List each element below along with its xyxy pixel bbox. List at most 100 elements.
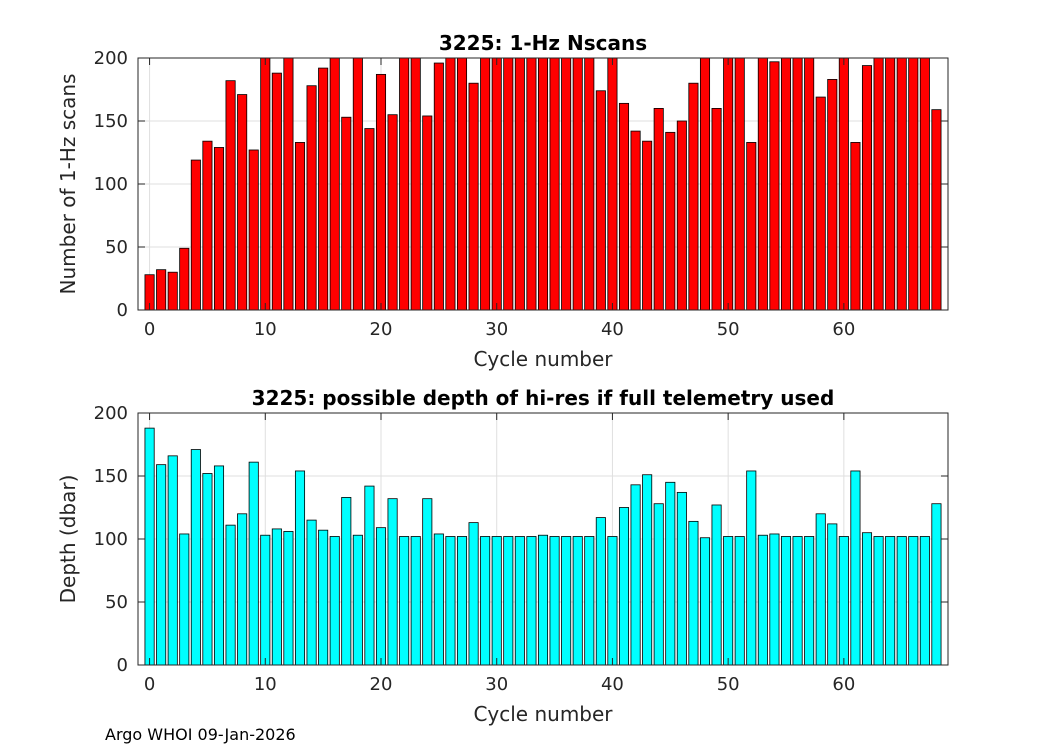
y-axis-label: Number of 1-Hz scans [56,74,80,295]
bar-cycle-45 [665,131,676,311]
bar-cycle-51 [734,536,745,666]
bar-cycle-10 [260,534,271,666]
bar-cycle-25 [433,62,444,311]
bar-cycle-43 [642,140,653,311]
bar-cycle-57 [804,57,815,311]
bar-cycle-40 [607,57,618,311]
bar-cycle-7 [225,524,236,666]
bar-cycle-54 [769,61,780,311]
bar-cycle-16 [329,536,340,666]
bar-cycle-5 [202,473,213,666]
bar-cycle-60 [838,536,849,666]
bar-cycle-66 [908,57,919,311]
bar-cycle-36 [561,536,572,666]
bar-cycle-35 [549,536,560,666]
bar-cycle-45 [665,481,676,666]
footer-credit: Argo WHOI 09-Jan-2026 [105,725,296,744]
y-tick-label: 50 [105,592,128,613]
bar-cycle-19 [364,128,375,311]
bar-cycle-32 [514,57,525,311]
bar-cycle-61 [850,470,861,666]
bar-cycle-28 [468,82,479,311]
bar-cycle-30 [491,536,502,666]
x-tick-label: 60 [832,674,855,695]
y-tick-label: 50 [105,237,128,258]
bar-cycle-15 [318,529,329,666]
bar-cycle-25 [433,533,444,666]
bar-cycle-55 [780,57,792,311]
bar-cycle-4 [190,449,201,666]
bar-cycle-8 [237,513,248,666]
x-axis-label: Cycle number [473,702,613,726]
bar-cycle-1 [156,464,167,666]
bar-cycle-31 [503,536,514,666]
bar-cycle-19 [364,485,375,666]
bar-cycle-34 [537,534,549,666]
bar-cycle-29 [480,536,491,666]
y-tick-label: 200 [94,403,128,424]
bar-cycle-32 [514,536,525,666]
bar-cycle-7 [225,80,236,311]
bar-cycle-27 [456,536,468,666]
bar-cycle-39 [595,90,606,311]
bar-cycle-26 [445,536,456,666]
x-tick-label: 0 [144,674,155,695]
bar-cycle-22 [399,57,410,311]
bar-cycle-3 [179,247,190,311]
bar-cycle-6 [213,465,225,666]
bar-cycle-44 [653,503,664,666]
x-tick-label: 10 [254,674,277,695]
bar-cycle-48 [699,57,711,311]
bar-cycle-14 [306,85,317,311]
bar-cycle-33 [526,536,537,666]
bar-cycle-2 [167,271,178,311]
bar-cycle-20 [375,73,387,311]
bar-cycle-29 [480,57,491,311]
bar-cycle-22 [399,536,410,666]
bar-cycle-10 [260,57,271,311]
bar-cycle-64 [885,536,896,666]
bar-cycle-47 [688,82,699,311]
chart-title: 3225: 1-Hz Nscans [439,31,647,55]
bar-cycle-48 [699,537,711,666]
bar-cycle-63 [873,536,884,666]
bar-cycle-1 [156,269,167,311]
bar-cycle-50 [723,57,734,311]
bar-cycle-24 [422,498,433,666]
bar-cycle-46 [676,491,687,666]
bar-cycle-40 [607,536,618,666]
x-tick-label: 50 [717,319,740,340]
bar-cycle-28 [468,522,479,666]
bar-cycle-60 [838,57,849,311]
y-tick-label: 150 [94,111,128,132]
bar-cycle-62 [861,65,873,311]
bar-cycle-43 [642,474,653,666]
bar-cycle-56 [792,57,803,311]
bar-cycle-18 [352,534,363,666]
bar-cycle-11 [271,528,282,666]
y-tick-label: 100 [94,174,128,195]
bar-cycle-58 [815,513,826,666]
x-tick-label: 30 [485,319,508,340]
bar-cycle-67 [919,57,930,311]
bar-cycle-52 [746,470,757,666]
bar-cycle-37 [572,57,583,311]
y-tick-label: 150 [94,466,128,487]
bar-cycle-68 [931,503,942,666]
y-axis-label: Depth (dbar) [56,475,80,604]
bar-cycle-36 [561,57,572,311]
bar-cycle-54 [769,533,780,666]
bar-cycle-41 [618,102,630,311]
bar-cycle-20 [375,527,387,666]
bar-cycle-4 [190,159,201,311]
bar-cycle-65 [896,536,907,666]
bar-cycle-56 [792,536,803,666]
bar-cycle-42 [630,484,641,666]
bar-cycle-59 [827,523,838,666]
bar-cycle-11 [271,72,282,311]
bar-cycle-41 [618,507,630,666]
bar-cycle-9 [248,149,259,311]
bar-cycle-64 [885,57,896,311]
bar-cycle-46 [676,120,687,311]
